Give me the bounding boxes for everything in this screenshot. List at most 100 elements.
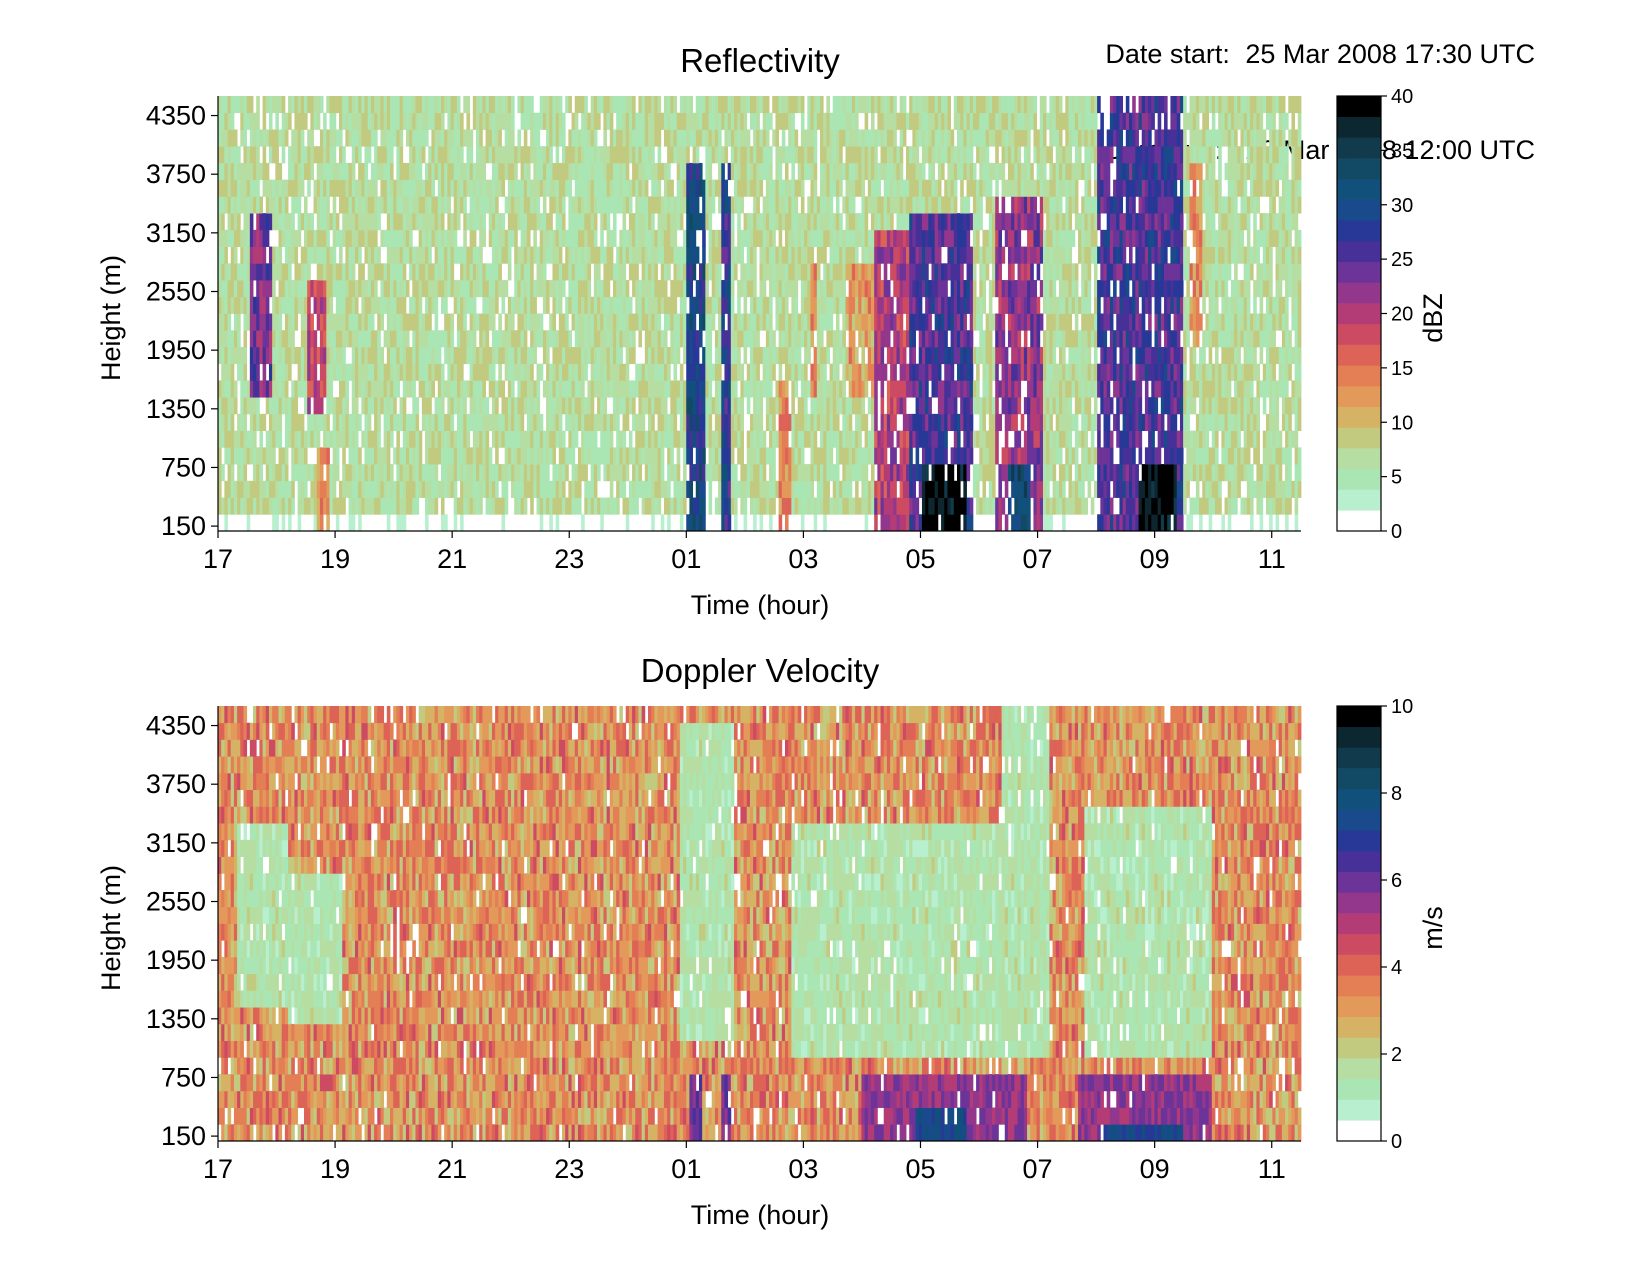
reflectivity-heatmap-cell <box>272 447 276 465</box>
reflectivity-heatmap-cell <box>616 313 620 331</box>
reflectivity-heatmap-cell <box>638 363 643 381</box>
reflectivity-heatmap-cell <box>842 280 846 298</box>
reflectivity-heatmap-cell <box>335 363 340 381</box>
reflectivity-heatmap-cell <box>491 480 496 498</box>
reflectivity-heatmap-cell <box>383 380 388 398</box>
reflectivity-heatmap-cell <box>421 213 426 231</box>
reflectivity-heatmap-cell <box>536 430 541 448</box>
reflectivity-heatmap-cell <box>377 313 381 331</box>
reflectivity-heatmap-cell <box>593 263 598 281</box>
reflectivity-heatmap-cell <box>358 229 362 247</box>
reflectivity-heatmap-cell <box>479 280 483 298</box>
reflectivity-heatmap-cell <box>434 430 439 448</box>
reflectivity-heatmap-cell <box>870 96 875 114</box>
reflectivity-heatmap-cell <box>906 112 910 130</box>
reflectivity-heatmap-cell <box>632 397 636 415</box>
reflectivity-heatmap-cell <box>383 96 388 114</box>
reflectivity-heatmap-cell <box>855 413 859 432</box>
reflectivity-heatmap-cell <box>867 480 872 498</box>
reflectivity-heatmap-cell <box>221 213 225 231</box>
reflectivity-heatmap-cell <box>221 162 225 181</box>
reflectivity-heatmap-cell <box>835 430 840 448</box>
reflectivity-heatmap-cell <box>711 229 716 247</box>
reflectivity-heatmap-cell <box>657 146 662 164</box>
reflectivity-heatmap-cell <box>609 229 614 247</box>
reflectivity-heatmap-cell <box>396 196 400 214</box>
reflectivity-heatmap-cell <box>874 514 878 532</box>
reflectivity-heatmap-cell <box>769 246 773 264</box>
reflectivity-heatmap-cell <box>912 179 916 197</box>
reflectivity-heatmap-cell <box>711 430 716 448</box>
reflectivity-heatmap-cell <box>288 229 292 247</box>
reflectivity-heatmap-cell <box>294 346 299 365</box>
reflectivity-heatmap-cell <box>240 162 244 181</box>
reflectivity-heatmap-cell <box>447 280 451 298</box>
reflectivity-heatmap-cell <box>361 480 365 498</box>
reflectivity-heatmap-cell <box>848 464 853 482</box>
reflectivity-heatmap-cell <box>469 397 474 415</box>
reflectivity-heatmap-cell <box>428 346 432 365</box>
reflectivity-heatmap-cell <box>562 179 566 197</box>
reflectivity-heatmap-cell <box>622 430 627 448</box>
reflectivity-heatmap-cell <box>673 296 678 314</box>
reflectivity-heatmap-cell <box>243 497 248 515</box>
reflectivity-heatmap-cell <box>628 179 633 197</box>
reflectivity-heatmap-cell <box>730 213 735 231</box>
reflectivity-heatmap-cell <box>581 346 585 365</box>
reflectivity-heatmap-cell <box>721 146 725 164</box>
reflectivity-heatmap-cell <box>756 480 760 498</box>
reflectivity-heatmap-cell <box>772 330 776 348</box>
reflectivity-heatmap-cell <box>826 129 830 147</box>
reflectivity-heatmap-cell <box>571 363 576 381</box>
reflectivity-heatmap-cell <box>902 263 907 281</box>
reflectivity-heatmap-cell <box>721 346 725 365</box>
reflectivity-heatmap-cell <box>670 196 674 214</box>
reflectivity-heatmap-cell <box>721 397 725 415</box>
reflectivity-heatmap-cell <box>807 430 811 448</box>
reflectivity-heatmap-cell <box>619 162 623 181</box>
reflectivity-heatmap-cell <box>278 413 283 432</box>
reflectivity-heatmap-cell <box>813 229 818 247</box>
reflectivity-heatmap-cell <box>648 464 652 482</box>
reflectivity-heatmap-cell <box>641 497 646 515</box>
reflectivity-heatmap-cell <box>284 313 289 331</box>
reflectivity-heatmap-cell <box>466 346 471 365</box>
reflectivity-heatmap-cell <box>867 330 872 348</box>
reflectivity-heatmap-cell <box>625 179 630 197</box>
reflectivity-heatmap-cell <box>711 280 716 298</box>
reflectivity-heatmap-cell <box>775 162 780 181</box>
reflectivity-heatmap-cell <box>405 380 410 398</box>
reflectivity-heatmap-cell <box>813 146 818 164</box>
reflectivity-heatmap-cell <box>272 330 276 348</box>
reflectivity-heatmap-cell <box>281 380 286 398</box>
reflectivity-heatmap-cell <box>804 263 808 281</box>
reflectivity-heatmap-cell <box>319 464 324 482</box>
reflectivity-heatmap-cell <box>542 146 547 164</box>
reflectivity-heatmap-cell <box>877 263 881 281</box>
reflectivity-heatmap-cell <box>288 112 292 130</box>
reflectivity-heatmap-cell <box>495 162 499 181</box>
reflectivity-heatmap-cell <box>759 213 764 231</box>
reflectivity-heatmap-cell <box>501 480 506 498</box>
reflectivity-heatmap-cell <box>925 346 929 365</box>
reflectivity-heatmap-cell <box>864 464 869 482</box>
reflectivity-heatmap-cell <box>698 313 703 331</box>
reflectivity-heatmap-cell <box>511 196 515 214</box>
reflectivity-heatmap-cell <box>925 464 929 482</box>
reflectivity-heatmap-cell <box>597 380 601 398</box>
reflectivity-heatmap-cell <box>552 497 557 515</box>
reflectivity-heatmap-cell <box>555 346 560 365</box>
reflectivity-heatmap-cell <box>829 146 834 164</box>
reflectivity-heatmap-cell <box>673 280 678 298</box>
reflectivity-heatmap-cell <box>412 280 416 298</box>
reflectivity-heatmap-cell <box>488 363 493 381</box>
reflectivity-heatmap-cell <box>342 380 346 398</box>
reflectivity-heatmap-cell <box>695 346 700 365</box>
reflectivity-heatmap-cell <box>902 346 907 365</box>
reflectivity-heatmap-cell <box>826 229 830 247</box>
reflectivity-heatmap-cell <box>823 397 827 415</box>
reflectivity-heatmap-cell <box>915 447 920 465</box>
reflectivity-heatmap-cell <box>342 363 346 381</box>
reflectivity-heatmap-cell <box>851 196 856 214</box>
reflectivity-heatmap-cell <box>851 162 856 181</box>
